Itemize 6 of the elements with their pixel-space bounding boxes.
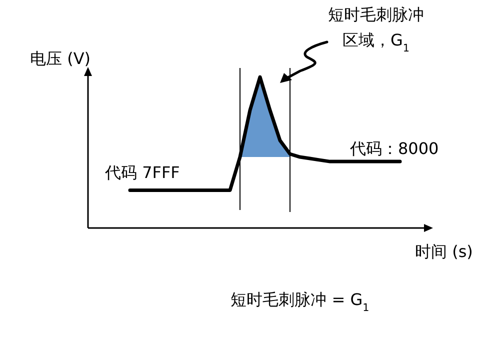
- text: 短时毛刺脉冲 = G$_{1}$: [230, 290, 370, 314]
- x-axis-title: 时间 (s): [415, 242, 473, 261]
- annotation: 代码：8000: [349, 139, 439, 158]
- y-axis-title: 电压 (V): [30, 49, 91, 68]
- annotation: 代码 7FFF: [104, 163, 180, 182]
- text: 短时毛刺脉冲区域，G$_{1}$: [328, 5, 424, 55]
